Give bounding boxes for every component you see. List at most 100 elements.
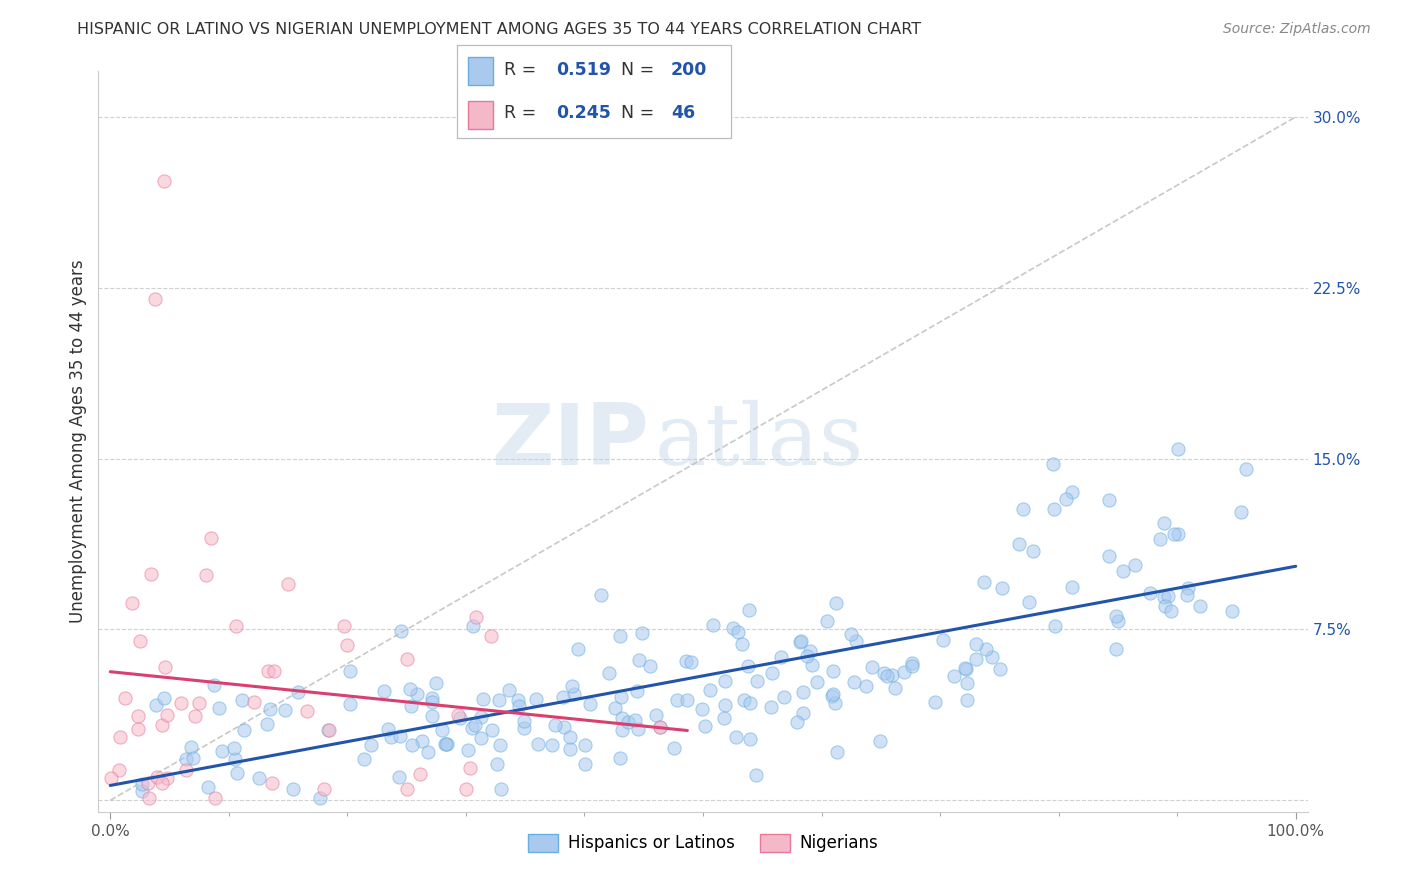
Point: [274, 703, 297, 717]
Point: [195, 568, 218, 582]
Point: [1123, 558, 1146, 572]
Point: [1149, 532, 1171, 546]
Point: [815, 614, 838, 628]
Point: [389, 624, 412, 639]
Point: [1012, 501, 1035, 516]
Point: [631, 626, 654, 640]
Point: [401, 739, 423, 753]
Point: [277, 577, 299, 591]
Point: [174, 763, 197, 777]
Point: [197, 780, 219, 794]
Point: [259, 702, 281, 716]
Point: [617, 714, 640, 729]
Point: [1160, 604, 1182, 618]
Point: [1042, 457, 1064, 471]
Point: [395, 781, 418, 796]
Text: 0.519: 0.519: [555, 62, 610, 79]
Point: [956, 675, 979, 690]
Point: [623, 713, 645, 727]
Point: [184, 709, 207, 723]
Point: [491, 781, 513, 796]
Point: [150, 718, 173, 732]
Point: [965, 637, 987, 651]
Point: [262, 776, 284, 790]
Point: [627, 722, 650, 736]
Point: [839, 627, 862, 641]
Point: [127, 722, 149, 736]
Point: [738, 603, 761, 617]
Point: [231, 692, 253, 706]
Point: [799, 644, 821, 658]
Point: [425, 676, 447, 690]
Point: [806, 675, 828, 690]
Point: [243, 695, 266, 709]
Point: [489, 738, 512, 752]
FancyBboxPatch shape: [468, 57, 492, 85]
Point: [131, 776, 153, 790]
Point: [156, 771, 179, 785]
Point: [138, 791, 160, 805]
Point: [318, 723, 340, 738]
Point: [387, 771, 409, 785]
Point: [339, 664, 361, 678]
Point: [876, 669, 898, 683]
Point: [470, 709, 492, 723]
Point: [373, 684, 395, 698]
Point: [1098, 549, 1121, 563]
Point: [388, 729, 411, 743]
Point: [942, 669, 965, 683]
Point: [792, 685, 814, 699]
Point: [869, 734, 891, 748]
Point: [956, 693, 979, 707]
Point: [1054, 492, 1077, 507]
FancyBboxPatch shape: [468, 101, 492, 129]
Point: [744, 768, 766, 782]
Text: N =: N =: [621, 104, 661, 122]
Point: [1189, 599, 1212, 613]
Point: [598, 666, 620, 681]
Point: [1112, 564, 1135, 578]
Text: R =: R =: [503, 104, 541, 122]
Point: [100, 772, 122, 786]
Point: [883, 681, 905, 695]
Point: [395, 652, 418, 666]
Point: [821, 687, 844, 701]
Point: [789, 635, 811, 649]
Point: [170, 697, 193, 711]
Point: [665, 693, 688, 707]
Text: Source: ZipAtlas.com: Source: ZipAtlas.com: [1223, 22, 1371, 37]
Point: [893, 665, 915, 680]
Point: [249, 772, 271, 786]
Text: ZIP: ZIP: [491, 400, 648, 483]
Point: [695, 719, 717, 733]
Point: [761, 665, 783, 680]
Point: [800, 658, 823, 673]
Point: [204, 791, 226, 805]
Point: [1060, 580, 1083, 594]
Point: [485, 757, 508, 772]
Point: [526, 737, 548, 751]
Point: [506, 693, 529, 707]
Point: [955, 662, 977, 676]
Point: [690, 702, 713, 716]
Point: [901, 658, 924, 673]
Point: [610, 690, 633, 704]
Point: [420, 690, 443, 705]
Point: [1153, 591, 1175, 605]
Point: [786, 715, 808, 730]
Point: [524, 691, 547, 706]
Point: [479, 629, 502, 643]
Point: [1107, 615, 1129, 629]
Point: [860, 659, 883, 673]
Point: [458, 762, 481, 776]
Point: [513, 714, 536, 729]
Point: [773, 690, 796, 704]
Point: [108, 730, 131, 744]
Point: [152, 174, 174, 188]
Point: [380, 730, 402, 744]
Point: [609, 751, 631, 765]
Point: [224, 752, 246, 766]
Point: [513, 722, 536, 736]
Point: [155, 660, 177, 674]
Point: [150, 775, 173, 789]
